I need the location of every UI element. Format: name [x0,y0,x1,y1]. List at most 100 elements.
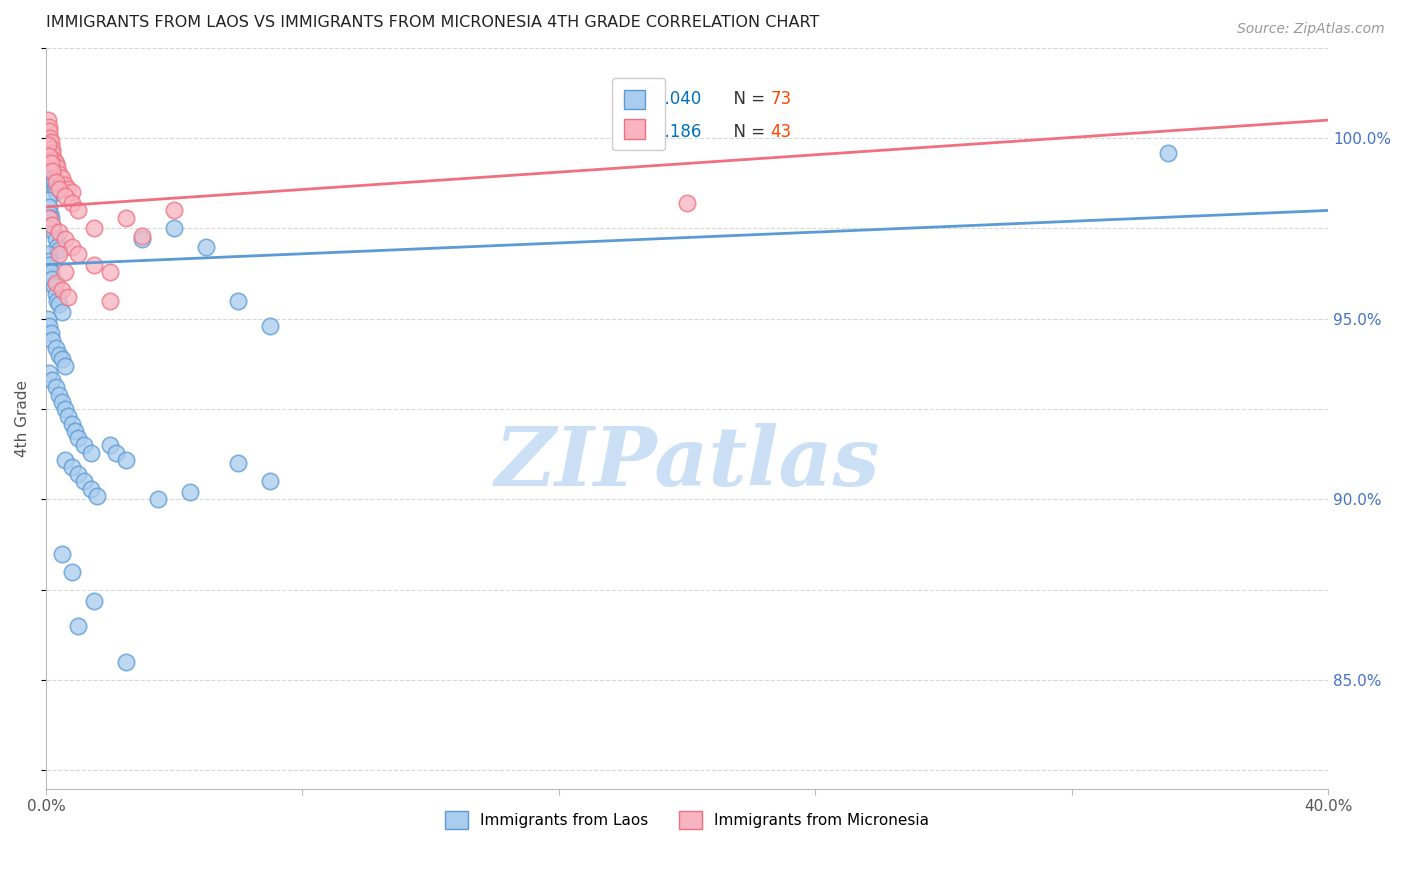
Point [66,431,89,445]
Text: N =: N = [723,90,770,108]
Point [38,211,60,225]
Point [38,142,60,156]
Point [63,424,86,438]
Point [58,409,80,424]
Point [53,265,76,279]
Point [58,290,80,304]
Point [51,547,73,561]
Point [41,160,63,174]
Point [51,170,73,185]
Point [60,239,83,253]
Point [259,475,281,489]
Text: Source: ZipAtlas.com: Source: ZipAtlas.com [1237,22,1385,37]
Point [226,293,249,308]
Point [39,211,62,225]
Point [45,380,67,394]
Point [45,276,67,290]
Text: R =: R = [621,90,658,108]
Point [259,319,281,334]
Point [48,243,70,257]
Point [115,452,138,467]
Point [58,182,80,196]
Point [98,293,121,308]
Point [48,182,70,196]
Point [38,120,60,135]
Point [53,402,76,417]
Point [38,366,60,380]
Point [86,489,108,503]
Point [41,373,63,387]
Point [41,272,63,286]
Point [46,160,69,174]
Point [39,326,62,341]
Point [83,221,105,235]
Point [42,174,65,188]
Point [42,225,65,239]
Point [53,452,76,467]
Point [38,200,60,214]
Point [66,247,89,261]
Point [37,311,59,326]
Point [41,334,63,348]
Point [131,228,153,243]
Point [38,149,60,163]
Point [38,149,60,163]
Point [163,203,186,218]
Point [46,239,69,253]
Point [37,193,59,207]
Point [45,186,67,200]
Point [41,145,63,160]
Point [38,258,60,272]
Point [66,203,89,218]
Point [48,387,70,401]
Point [226,456,249,470]
Text: 43: 43 [770,123,792,141]
Point [39,153,62,167]
Point [45,156,67,170]
Point [37,138,59,153]
Point [1157,145,1180,160]
Point [195,239,218,253]
Point [48,297,70,311]
Point [66,467,89,482]
Point [163,221,186,235]
Point [38,254,60,268]
Point [48,247,70,261]
Point [60,459,83,474]
Point [60,196,83,211]
Text: ZIPatlas: ZIPatlas [495,423,880,502]
Point [66,619,89,633]
Point [51,351,73,366]
Text: N =: N = [723,123,770,141]
Point [51,283,73,297]
Point [48,167,70,181]
Point [41,218,63,232]
Point [60,417,83,431]
Point [41,218,63,232]
Point [37,247,59,261]
Point [146,492,169,507]
Point [41,142,63,156]
Point [39,265,62,279]
Point [45,232,67,246]
Point [131,232,153,246]
Point [45,174,67,188]
Point [105,445,128,459]
Point [115,655,138,669]
Point [73,438,96,452]
Point [98,438,121,452]
Point [37,113,59,128]
Text: 73: 73 [770,90,792,108]
Point [60,186,83,200]
Point [42,170,65,185]
Point [83,258,105,272]
Text: IMMIGRANTS FROM LAOS VS IMMIGRANTS FROM MICRONESIA 4TH GRADE CORRELATION CHART: IMMIGRANTS FROM LAOS VS IMMIGRANTS FROM … [46,15,820,30]
Point [53,178,76,193]
Point [39,156,62,170]
Point [42,279,65,293]
Point [83,593,105,607]
Text: 0.186: 0.186 [655,123,703,141]
Point [98,265,121,279]
Point [80,482,103,496]
Text: R =: R = [621,123,658,141]
